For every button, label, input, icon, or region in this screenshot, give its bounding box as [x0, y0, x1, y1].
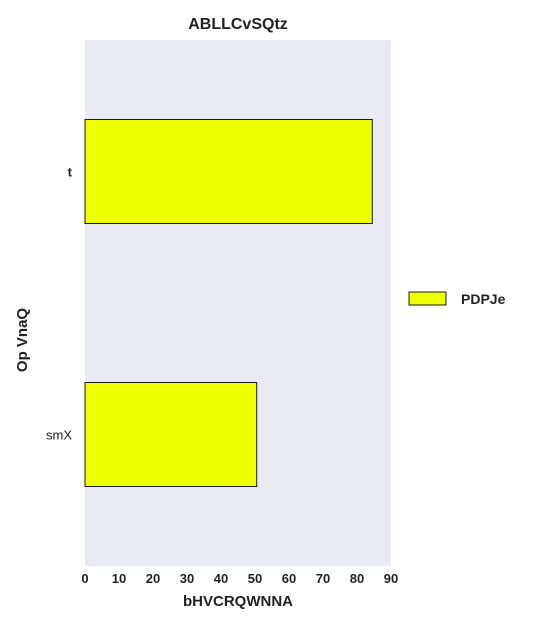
chart-title: ABLLCvSQtz	[188, 16, 288, 33]
legend-swatch-pdpje	[408, 291, 447, 306]
x-axis-label: bHVCRQWNNA	[183, 593, 293, 610]
legend-label-pdpje: PDPJe	[461, 291, 506, 307]
x-tick-label: 80	[350, 571, 364, 586]
x-tick-label: 0	[81, 571, 88, 586]
y-tick-label: t	[68, 165, 73, 180]
bar-smx	[84, 382, 258, 487]
legend: PDPJe	[408, 291, 506, 307]
bars-group	[84, 119, 373, 487]
x-tick-label: 50	[248, 571, 262, 586]
x-tick-label: 70	[316, 571, 330, 586]
x-ticks-group: 0 10 20 30 40 50 60 70 80 90	[81, 571, 398, 586]
x-tick-label: 90	[384, 571, 398, 586]
bar-t	[84, 119, 373, 224]
y-axis-label: Op VnaQ	[14, 308, 31, 373]
x-tick-label: 30	[180, 571, 194, 586]
y-ticks-group: smX t	[46, 165, 73, 443]
x-tick-label: 20	[146, 571, 160, 586]
plot-area	[85, 40, 391, 566]
x-tick-label: 60	[282, 571, 296, 586]
y-tick-label: smX	[46, 428, 72, 443]
x-tick-label: 40	[214, 571, 228, 586]
x-tick-label: 10	[112, 571, 126, 586]
